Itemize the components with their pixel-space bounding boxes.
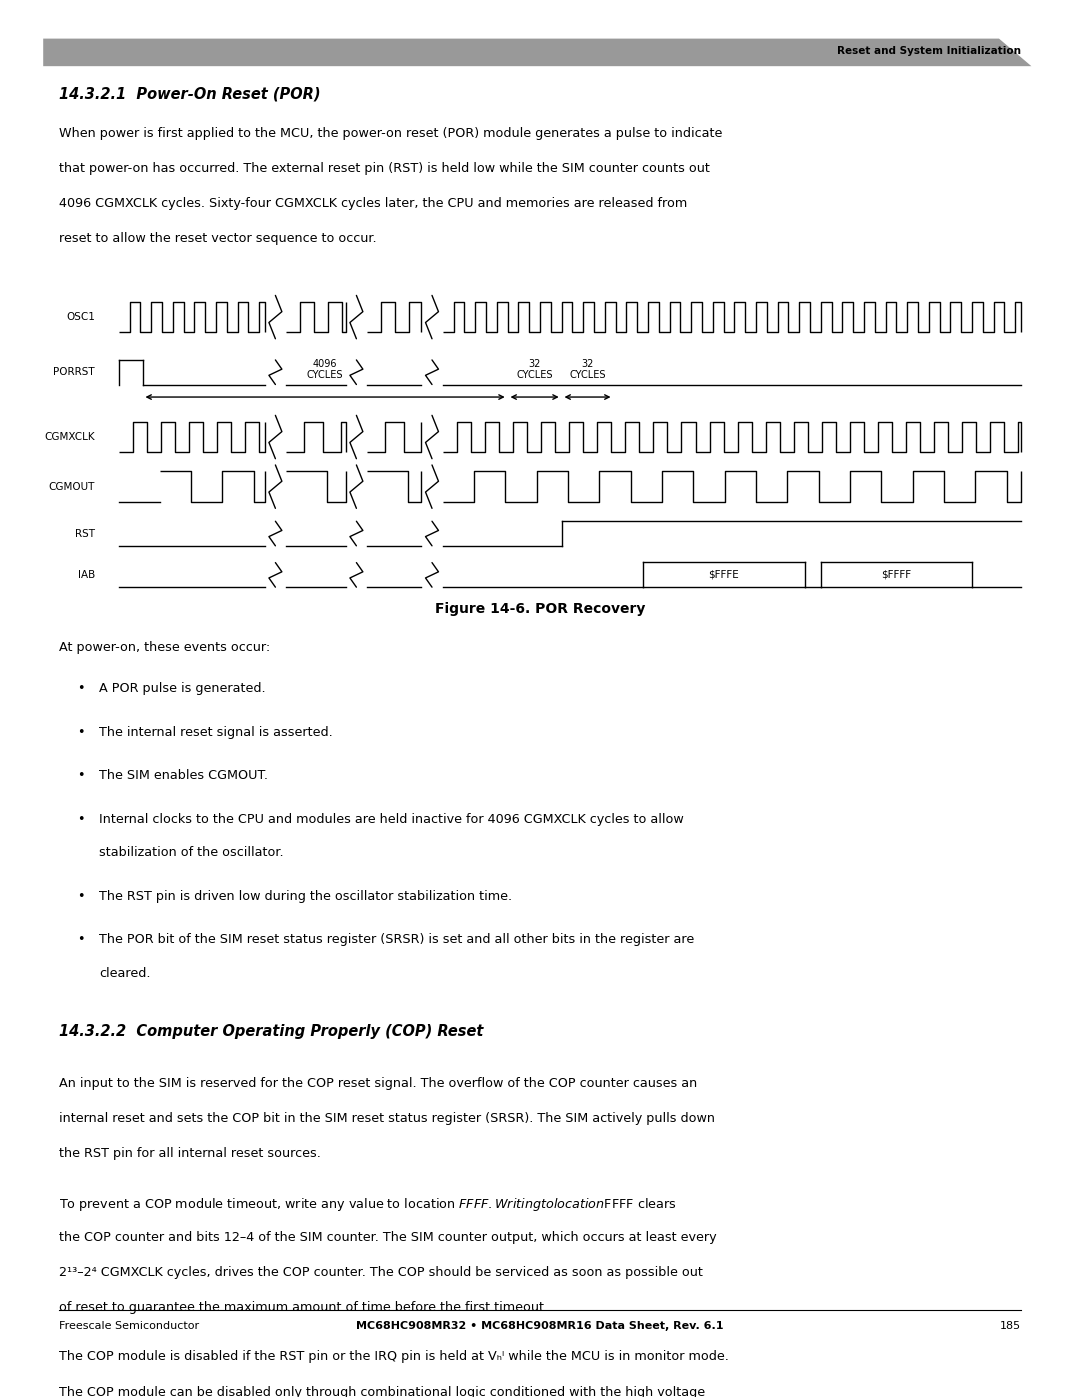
Text: •: • — [78, 770, 84, 782]
Text: RST: RST — [75, 528, 95, 538]
Text: CGMOUT: CGMOUT — [49, 482, 95, 492]
Text: stabilization of the oscillator.: stabilization of the oscillator. — [99, 847, 284, 859]
Polygon shape — [43, 39, 1031, 66]
Text: 14.3.2.1  Power-On Reset (POR): 14.3.2.1 Power-On Reset (POR) — [59, 87, 321, 102]
Text: •: • — [78, 682, 84, 696]
Text: 4096 CGMXCLK cycles. Sixty-four CGMXCLK cycles later, the CPU and memories are r: 4096 CGMXCLK cycles. Sixty-four CGMXCLK … — [59, 197, 688, 210]
Text: MC68HC908MR32 • MC68HC908MR16 Data Sheet, Rev. 6.1: MC68HC908MR32 • MC68HC908MR16 Data Sheet… — [356, 1320, 724, 1331]
Text: Figure 14-6. POR Recovery: Figure 14-6. POR Recovery — [435, 602, 645, 616]
Text: To prevent a COP module timeout, write any value to location $FFFF. Writing to l: To prevent a COP module timeout, write a… — [59, 1196, 677, 1213]
Text: $FFFF: $FFFF — [881, 570, 912, 580]
Text: CGMXCLK: CGMXCLK — [44, 432, 95, 441]
Text: An input to the SIM is reserved for the COP reset signal. The overflow of the CO: An input to the SIM is reserved for the … — [59, 1077, 698, 1090]
Text: When power is first applied to the MCU, the power-on reset (POR) module generate: When power is first applied to the MCU, … — [59, 127, 723, 140]
Text: At power-on, these events occur:: At power-on, these events occur: — [59, 641, 271, 654]
Text: •: • — [78, 890, 84, 902]
Text: the COP counter and bits 12–4 of the SIM counter. The SIM counter output, which : the COP counter and bits 12–4 of the SIM… — [59, 1231, 717, 1245]
Text: OSC1: OSC1 — [66, 312, 95, 323]
Text: that power-on has occurred. The external reset pin (RST) is held low while the S: that power-on has occurred. The external… — [59, 162, 711, 175]
Text: 32
CYCLES: 32 CYCLES — [569, 359, 606, 380]
Text: •: • — [78, 726, 84, 739]
Text: Internal clocks to the CPU and modules are held inactive for 4096 CGMXCLK cycles: Internal clocks to the CPU and modules a… — [99, 813, 684, 826]
Text: the RST pin for all internal reset sources.: the RST pin for all internal reset sourc… — [59, 1147, 321, 1160]
Text: The RST pin is driven low during the oscillator stabilization time.: The RST pin is driven low during the osc… — [99, 890, 513, 902]
Text: The COP module can be disabled only through combinational logic conditioned with: The COP module can be disabled only thro… — [59, 1386, 705, 1397]
Text: Freescale Semiconductor: Freescale Semiconductor — [59, 1320, 200, 1331]
Text: The POR bit of the SIM reset status register (SRSR) is set and all other bits in: The POR bit of the SIM reset status regi… — [99, 933, 694, 946]
Text: 32
CYCLES: 32 CYCLES — [516, 359, 553, 380]
Text: 4096
CYCLES: 4096 CYCLES — [307, 359, 343, 380]
Text: A POR pulse is generated.: A POR pulse is generated. — [99, 682, 266, 696]
Text: •: • — [78, 933, 84, 946]
Text: of reset to guarantee the maximum amount of time before the first timeout.: of reset to guarantee the maximum amount… — [59, 1302, 549, 1315]
Text: 14.3.2.2  Computer Operating Properly (COP) Reset: 14.3.2.2 Computer Operating Properly (CO… — [59, 1024, 484, 1039]
Text: Reset and System Initialization: Reset and System Initialization — [837, 46, 1021, 56]
Text: The SIM enables CGMOUT.: The SIM enables CGMOUT. — [99, 770, 268, 782]
Text: internal reset and sets the COP bit in the SIM reset status register (SRSR). The: internal reset and sets the COP bit in t… — [59, 1112, 715, 1125]
Text: 2¹³–2⁴ CGMXCLK cycles, drives the COP counter. The COP should be serviced as soo: 2¹³–2⁴ CGMXCLK cycles, drives the COP co… — [59, 1266, 703, 1280]
Text: The COP module is disabled if the RST pin or the IRQ pin is held at Vₕᴵ while th: The COP module is disabled if the RST pi… — [59, 1351, 729, 1363]
Text: reset to allow the reset vector sequence to occur.: reset to allow the reset vector sequence… — [59, 232, 377, 246]
Text: The internal reset signal is asserted.: The internal reset signal is asserted. — [99, 726, 333, 739]
Text: IAB: IAB — [78, 570, 95, 580]
Text: 185: 185 — [999, 1320, 1021, 1331]
Text: PORRST: PORRST — [53, 367, 95, 377]
Text: cleared.: cleared. — [99, 967, 151, 981]
Text: $FFFE: $FFFE — [708, 570, 739, 580]
Text: •: • — [78, 813, 84, 826]
